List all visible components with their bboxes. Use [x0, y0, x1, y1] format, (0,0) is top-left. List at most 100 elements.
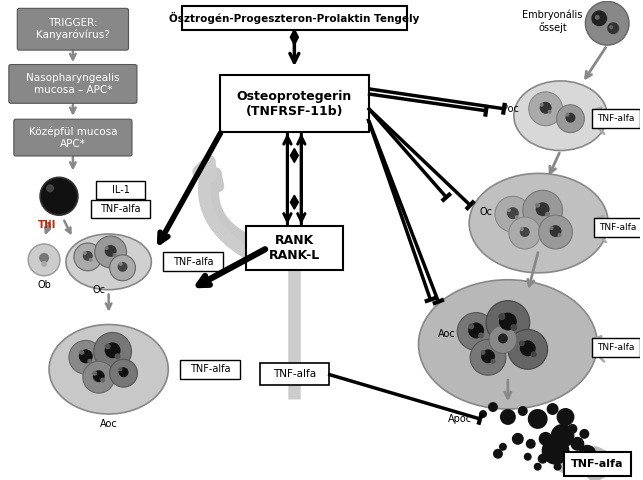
Text: TRIGGER:
Kanyaróvírus?: TRIGGER: Kanyaróvírus? [36, 18, 110, 40]
Polygon shape [291, 195, 298, 209]
Circle shape [489, 325, 517, 353]
Circle shape [539, 215, 572, 249]
Circle shape [74, 243, 102, 271]
Circle shape [547, 403, 559, 415]
Text: Apoc: Apoc [448, 414, 472, 424]
Circle shape [534, 463, 541, 471]
Circle shape [539, 103, 543, 107]
Text: TNF-alfa: TNF-alfa [599, 223, 637, 231]
Text: TNF-alfa: TNF-alfa [597, 343, 635, 352]
Circle shape [499, 443, 507, 451]
Circle shape [520, 227, 530, 237]
Text: Embryonális
őssejt: Embryonális őssejt [522, 9, 583, 33]
FancyBboxPatch shape [564, 452, 631, 476]
Text: TNF-alfa: TNF-alfa [173, 257, 213, 267]
Circle shape [83, 251, 93, 261]
Circle shape [507, 207, 519, 219]
FancyBboxPatch shape [592, 109, 640, 128]
Circle shape [557, 105, 584, 132]
Circle shape [568, 424, 577, 434]
Text: TNF-alfa: TNF-alfa [190, 364, 230, 374]
Circle shape [93, 370, 105, 382]
Text: Nasopharyngealis
mucosa – APC*: Nasopharyngealis mucosa – APC* [26, 73, 120, 95]
Circle shape [565, 113, 575, 123]
Circle shape [550, 226, 554, 230]
Circle shape [523, 190, 563, 230]
Circle shape [498, 334, 508, 343]
Circle shape [609, 25, 613, 29]
Text: Középfül mucosa
APC*: Középfül mucosa APC* [29, 127, 117, 149]
Text: Oc: Oc [480, 207, 493, 217]
Circle shape [529, 92, 563, 126]
Text: TNF-alfa: TNF-alfa [273, 369, 316, 379]
Ellipse shape [469, 173, 608, 273]
FancyBboxPatch shape [163, 252, 223, 271]
Circle shape [480, 350, 485, 355]
Circle shape [493, 449, 503, 459]
FancyBboxPatch shape [260, 363, 329, 385]
Circle shape [548, 110, 552, 114]
Circle shape [515, 215, 519, 219]
Circle shape [607, 22, 619, 34]
Circle shape [87, 359, 92, 364]
Circle shape [539, 432, 552, 446]
Circle shape [491, 359, 496, 364]
Circle shape [536, 202, 550, 216]
Circle shape [83, 361, 114, 393]
FancyBboxPatch shape [91, 200, 150, 218]
Circle shape [539, 102, 552, 114]
Circle shape [595, 15, 600, 20]
Text: RANK
RANK-L: RANK RANK-L [269, 234, 320, 262]
Circle shape [92, 371, 97, 376]
Text: Poc: Poc [502, 104, 520, 114]
Circle shape [114, 353, 121, 360]
Circle shape [40, 178, 78, 215]
FancyBboxPatch shape [181, 6, 407, 30]
Circle shape [105, 245, 116, 257]
Text: Aoc: Aoc [100, 419, 118, 429]
Circle shape [550, 225, 561, 237]
FancyBboxPatch shape [246, 226, 343, 270]
Circle shape [535, 203, 540, 208]
Circle shape [79, 350, 84, 355]
Circle shape [39, 253, 49, 263]
Circle shape [511, 324, 518, 331]
Circle shape [495, 196, 530, 232]
FancyBboxPatch shape [594, 217, 642, 237]
Circle shape [105, 343, 111, 349]
Polygon shape [291, 148, 298, 162]
Circle shape [541, 437, 570, 465]
FancyBboxPatch shape [17, 8, 129, 50]
Circle shape [592, 11, 607, 26]
Circle shape [579, 429, 590, 439]
Circle shape [478, 333, 484, 338]
Text: Aoc: Aoc [437, 329, 455, 339]
Circle shape [519, 340, 525, 347]
Circle shape [500, 409, 516, 425]
Ellipse shape [49, 324, 168, 414]
Circle shape [554, 463, 561, 471]
Circle shape [468, 324, 474, 329]
Circle shape [530, 351, 537, 357]
Circle shape [110, 360, 138, 387]
Text: Ösztrogén-Progeszteron-Prolaktin Tengely: Ösztrogén-Progeszteron-Prolaktin Tengely [169, 12, 419, 24]
Circle shape [518, 406, 528, 416]
Circle shape [512, 433, 524, 445]
FancyBboxPatch shape [96, 181, 145, 199]
Circle shape [528, 409, 548, 429]
Circle shape [498, 313, 505, 320]
FancyBboxPatch shape [9, 64, 137, 103]
Circle shape [509, 217, 541, 249]
Circle shape [520, 227, 524, 231]
Circle shape [94, 333, 131, 370]
Circle shape [89, 258, 93, 262]
Ellipse shape [419, 280, 597, 409]
Ellipse shape [66, 234, 151, 290]
Text: IL-1: IL-1 [112, 185, 129, 195]
Circle shape [566, 458, 579, 469]
Circle shape [570, 437, 584, 451]
Circle shape [113, 253, 116, 257]
Circle shape [468, 323, 484, 338]
Circle shape [105, 342, 121, 358]
Circle shape [470, 339, 506, 375]
